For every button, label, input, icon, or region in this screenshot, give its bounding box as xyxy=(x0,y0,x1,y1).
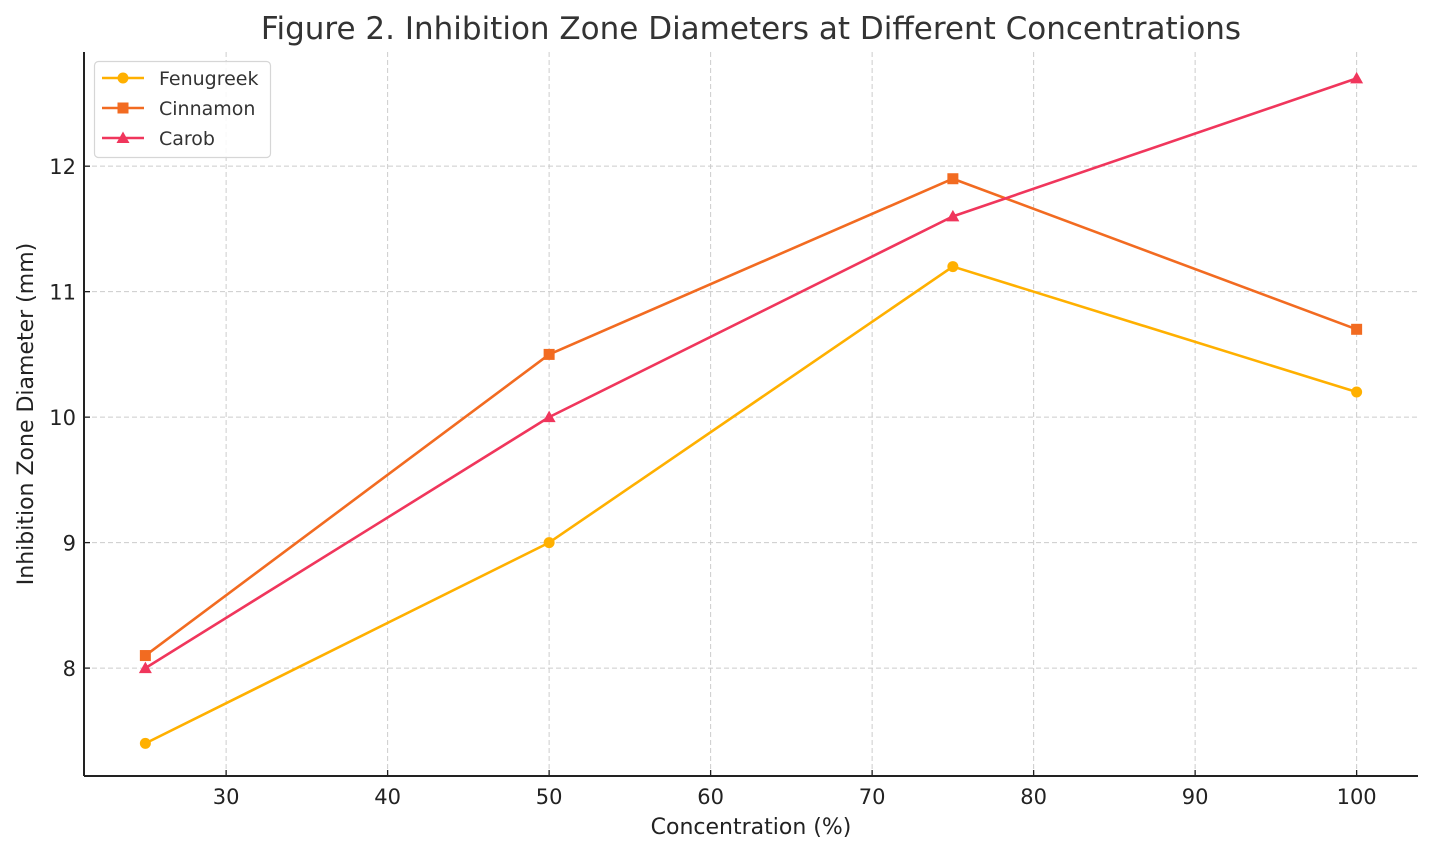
y-tick-label: 11 xyxy=(49,281,76,305)
data-point xyxy=(947,173,959,185)
data-point xyxy=(1350,71,1364,84)
data-point xyxy=(139,650,151,662)
legend-label: Cinnamon xyxy=(159,98,255,120)
data-point xyxy=(139,737,151,749)
series-line xyxy=(144,177,1358,657)
legend-item: Fenugreek xyxy=(102,68,259,90)
legend-marker xyxy=(116,131,130,143)
y-tick-label: 8 xyxy=(63,657,76,681)
data-point xyxy=(1351,386,1363,398)
legend-marker xyxy=(117,72,129,84)
series-carob xyxy=(138,71,1364,674)
x-tick-label: 70 xyxy=(859,785,886,809)
data-point xyxy=(542,410,556,423)
x-tick-label: 80 xyxy=(1020,785,1047,809)
data-point xyxy=(138,661,152,674)
x-tick-label: 100 xyxy=(1337,785,1377,809)
data-point xyxy=(543,537,555,549)
y-tick-label: 9 xyxy=(63,532,76,556)
y-axis-label: Inhibition Zone Diameter (mm) xyxy=(14,243,39,585)
series-line xyxy=(144,265,1358,745)
legend-label: Carob xyxy=(159,128,215,150)
legend-marker xyxy=(117,102,129,114)
legend-label: Fenugreek xyxy=(159,68,259,90)
data-point xyxy=(947,261,959,273)
x-tick-label: 50 xyxy=(536,785,563,809)
y-tick-label: 12 xyxy=(49,155,76,179)
data-point xyxy=(946,209,960,222)
data-point xyxy=(543,348,555,360)
data-point xyxy=(1351,323,1363,335)
x-axis-label: Concentration (%) xyxy=(651,815,852,840)
x-tick-label: 90 xyxy=(1182,785,1209,809)
legend-item: Cinnamon xyxy=(102,98,255,120)
y-tick-label: 10 xyxy=(49,406,76,430)
chart-title: Figure 2. Inhibition Zone Diameters at D… xyxy=(261,11,1241,47)
x-tick-label: 30 xyxy=(213,785,240,809)
x-tick-label: 60 xyxy=(697,785,724,809)
series-fenugreek xyxy=(139,261,1363,749)
legend-item: Carob xyxy=(102,128,215,150)
legend-frame xyxy=(93,60,272,159)
series-line xyxy=(144,77,1358,670)
legend: Fenugreek Cinnamon Carob xyxy=(93,60,272,159)
series-cinnamon xyxy=(139,173,1363,662)
x-tick-label: 40 xyxy=(374,785,401,809)
